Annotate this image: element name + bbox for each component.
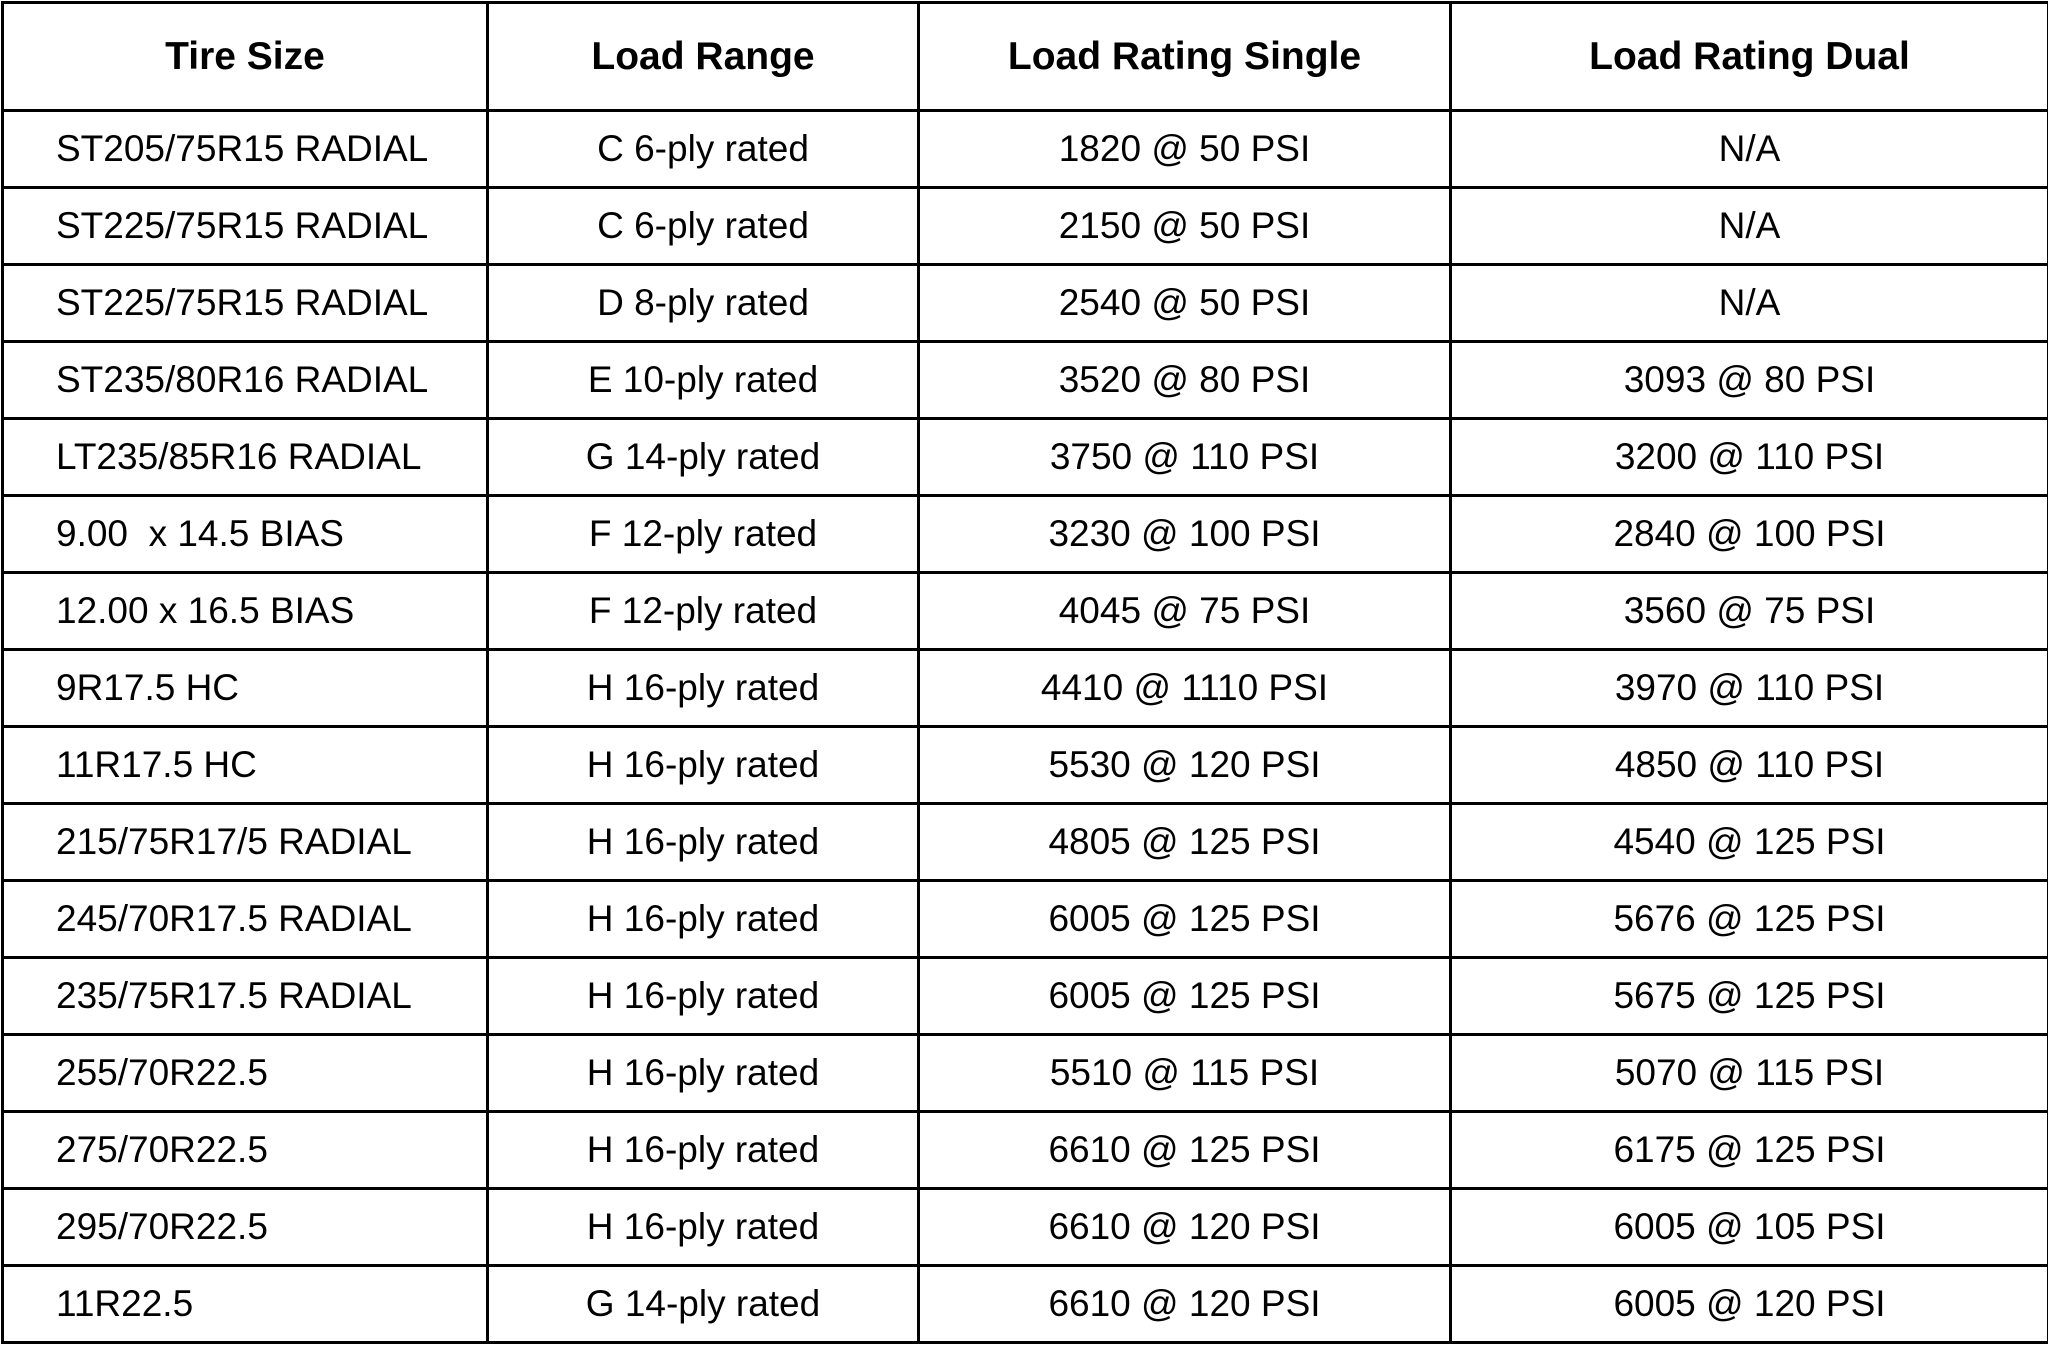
cell-load-rating-single: 5510 @ 115 PSI	[919, 1035, 1451, 1112]
cell-tire-size: 11R17.5 HC	[3, 727, 488, 804]
cell-load-range: G 14-ply rated	[488, 419, 919, 496]
cell-load-rating-single: 3520 @ 80 PSI	[919, 342, 1451, 419]
cell-load-range: H 16-ply rated	[488, 1035, 919, 1112]
cell-load-range: G 14-ply rated	[488, 1266, 919, 1343]
cell-load-rating-single: 4410 @ 1110 PSI	[919, 650, 1451, 727]
cell-load-rating-dual: 4850 @ 110 PSI	[1451, 727, 2048, 804]
cell-load-rating-single: 6005 @ 125 PSI	[919, 958, 1451, 1035]
cell-load-range: H 16-ply rated	[488, 958, 919, 1035]
cell-load-rating-dual: 5070 @ 115 PSI	[1451, 1035, 2048, 1112]
cell-load-rating-dual: 6005 @ 105 PSI	[1451, 1189, 2048, 1266]
header-load-rating-single: Load Rating Single	[919, 3, 1451, 111]
cell-load-rating-dual: 6005 @ 120 PSI	[1451, 1266, 2048, 1343]
cell-load-rating-dual: 3093 @ 80 PSI	[1451, 342, 2048, 419]
cell-load-range: D 8-ply rated	[488, 265, 919, 342]
cell-tire-size: 235/75R17.5 RADIAL	[3, 958, 488, 1035]
cell-load-range: F 12-ply rated	[488, 573, 919, 650]
cell-load-range: H 16-ply rated	[488, 1189, 919, 1266]
cell-load-rating-single: 1820 @ 50 PSI	[919, 111, 1451, 188]
cell-load-range: H 16-ply rated	[488, 650, 919, 727]
cell-load-rating-dual: 3560 @ 75 PSI	[1451, 573, 2048, 650]
cell-tire-size: 295/70R22.5	[3, 1189, 488, 1266]
cell-load-rating-dual: N/A	[1451, 111, 2048, 188]
cell-load-range: E 10-ply rated	[488, 342, 919, 419]
cell-load-rating-dual: 4540 @ 125 PSI	[1451, 804, 2048, 881]
cell-load-range: F 12-ply rated	[488, 496, 919, 573]
cell-load-range: C 6-ply rated	[488, 188, 919, 265]
cell-load-rating-dual: 2840 @ 100 PSI	[1451, 496, 2048, 573]
cell-load-rating-single: 6610 @ 120 PSI	[919, 1189, 1451, 1266]
cell-load-rating-single: 6005 @ 125 PSI	[919, 881, 1451, 958]
cell-tire-size: ST235/80R16 RADIAL	[3, 342, 488, 419]
cell-load-rating-dual: 3200 @ 110 PSI	[1451, 419, 2048, 496]
cell-load-rating-single: 3230 @ 100 PSI	[919, 496, 1451, 573]
cell-load-range: H 16-ply rated	[488, 1112, 919, 1189]
cell-load-rating-single: 6610 @ 120 PSI	[919, 1266, 1451, 1343]
cell-load-rating-single: 5530 @ 120 PSI	[919, 727, 1451, 804]
cell-load-range: H 16-ply rated	[488, 727, 919, 804]
cell-tire-size: ST205/75R15 RADIAL	[3, 111, 488, 188]
header-load-rating-dual: Load Rating Dual	[1451, 3, 2048, 111]
cell-load-rating-dual: N/A	[1451, 265, 2048, 342]
cell-load-range: H 16-ply rated	[488, 881, 919, 958]
cell-tire-size: 255/70R22.5	[3, 1035, 488, 1112]
cell-tire-size: 245/70R17.5 RADIAL	[3, 881, 488, 958]
cell-load-range: C 6-ply rated	[488, 111, 919, 188]
cell-load-rating-dual: 5675 @ 125 PSI	[1451, 958, 2048, 1035]
cell-load-rating-single: 2540 @ 50 PSI	[919, 265, 1451, 342]
cell-load-rating-dual: 6175 @ 125 PSI	[1451, 1112, 2048, 1189]
cell-load-rating-single: 3750 @ 110 PSI	[919, 419, 1451, 496]
cell-tire-size: 9.00 x 14.5 BIAS	[3, 496, 488, 573]
cell-load-rating-single: 2150 @ 50 PSI	[919, 188, 1451, 265]
cell-tire-size: 275/70R22.5	[3, 1112, 488, 1189]
cell-tire-size: 9R17.5 HC	[3, 650, 488, 727]
cell-load-rating-single: 6610 @ 125 PSI	[919, 1112, 1451, 1189]
cell-load-rating-dual: 5676 @ 125 PSI	[1451, 881, 2048, 958]
header-row: Tire Size Load Range Load Rating Single …	[3, 3, 2048, 111]
cell-tire-size: ST225/75R15 RADIAL	[3, 188, 488, 265]
cell-tire-size: 12.00 x 16.5 BIAS	[3, 573, 488, 650]
cell-load-rating-single: 4045 @ 75 PSI	[919, 573, 1451, 650]
cell-tire-size: 11R22.5	[3, 1266, 488, 1343]
header-tire-size: Tire Size	[3, 3, 488, 111]
cell-load-range: H 16-ply rated	[488, 804, 919, 881]
header-load-range: Load Range	[488, 3, 919, 111]
cell-load-rating-dual: N/A	[1451, 188, 2048, 265]
cell-tire-size: ST225/75R15 RADIAL	[3, 265, 488, 342]
cell-tire-size: 215/75R17/5 RADIAL	[3, 804, 488, 881]
cell-load-rating-dual: 3970 @ 110 PSI	[1451, 650, 2048, 727]
table-header: Tire Size Load Range Load Rating Single …	[3, 3, 2048, 111]
cell-tire-size: LT235/85R16 RADIAL	[3, 419, 488, 496]
cell-load-rating-single: 4805 @ 125 PSI	[919, 804, 1451, 881]
